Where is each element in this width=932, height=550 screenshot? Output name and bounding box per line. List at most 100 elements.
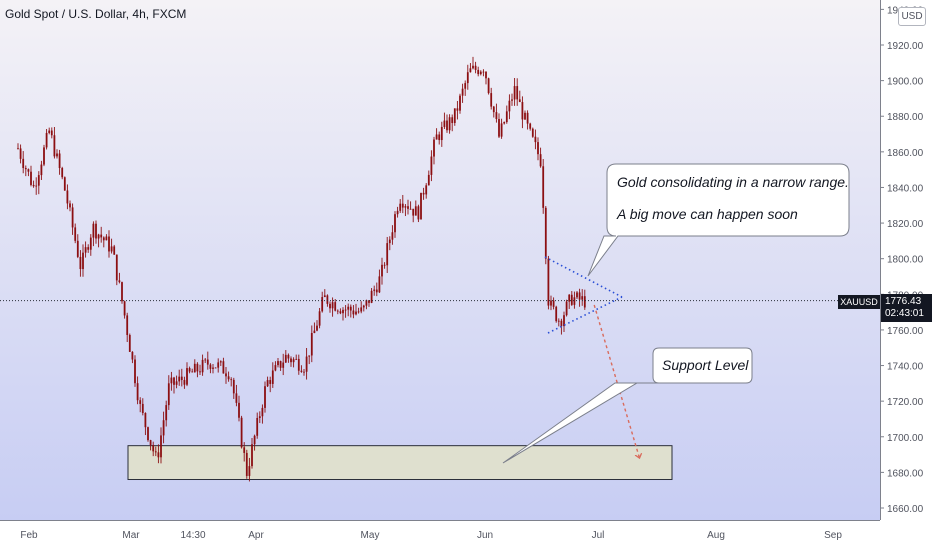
candle-body [576,292,578,298]
candle-body [355,311,357,315]
candle-body [225,373,227,377]
candle-body [310,333,313,356]
triangle-pattern[interactable] [544,256,623,334]
candle-body [388,239,391,244]
price-axis-ticks[interactable]: 1660.00 1680.00 1700.00 1720.00 1740.00 1760.… [880,5,924,515]
candle-body [583,296,586,308]
candle-body [74,227,77,241]
candle-body [342,309,344,314]
candle-body [375,289,378,293]
price-tick-label: 1740.00 [887,362,924,373]
candle-body [516,86,519,100]
candle-body [347,306,350,310]
consolidation-callout-bubble[interactable] [587,163,850,277]
candle-body [495,112,498,120]
candle-body [89,237,92,250]
candle-body [95,223,97,239]
candle-body [357,311,360,313]
candle-body [472,65,474,69]
candle-body [329,303,331,309]
price-tick-label: 1720.00 [887,397,924,408]
candle-body [139,400,142,404]
candle-body [407,206,409,209]
candle-body [526,112,529,124]
candle-body [131,351,134,360]
candle-body [399,203,402,211]
candle-body [469,68,472,73]
bar-countdown: 02:43:01 [885,308,924,319]
candle-body [435,134,438,140]
candle-body [404,206,407,208]
consolidation-callout[interactable] [587,163,850,277]
candle-body [128,334,131,352]
candle-body [58,153,61,169]
last-price-tag: 1776.43 02:43:01 [881,294,932,322]
candle-body [76,240,79,257]
time-axis-ticks[interactable]: Feb Mar 14:30 Apr May Jun Jul Aug Sep [20,530,842,541]
price-tick-label: 1800.00 [887,255,924,266]
candle-body [552,300,555,307]
candlestick-series [17,56,586,482]
candle-body [500,123,503,137]
candle-body [456,108,459,111]
candle-body [27,169,30,172]
forecast-arrow[interactable] [593,304,639,458]
triangle-upper-trendline[interactable] [544,256,623,298]
consolidation-text-line1: Gold consolidating in a narrow range. [617,174,849,190]
candle-body [295,358,298,360]
candle-body [492,106,495,113]
candle-body [461,88,464,96]
candle-body [108,236,110,252]
candle-body [256,417,259,436]
candle-body [534,136,537,143]
candle-body [539,154,542,167]
time-axis-panel [0,520,932,550]
time-tick-label: Apr [248,530,264,541]
candle-body [271,370,274,384]
candle-body [183,379,186,385]
candle-body [121,282,123,302]
candle-body [217,362,220,368]
candle-body [503,122,506,124]
candle-body [279,361,282,368]
currency-badge[interactable]: USD [898,7,926,26]
candle-body [232,379,235,394]
support-callout[interactable] [502,347,753,464]
candle-body [531,128,534,137]
candle-body [443,120,446,127]
candle-body [352,310,355,315]
candle-body [66,190,69,204]
price-tick-label: 1660.00 [887,504,924,515]
candle-body [219,361,222,363]
candle-body [459,95,461,111]
support-zone-rectangle[interactable] [127,445,673,481]
candle-body [53,135,56,157]
candle-body [173,377,175,385]
candle-body [477,69,480,75]
candle-body [396,210,399,215]
candle-body [578,292,581,300]
candle-body [175,381,178,385]
candle-body [323,295,326,298]
time-tick-label: Aug [707,530,725,541]
candle-body [368,300,370,303]
candle-body [100,234,103,238]
price-tick-label: 1680.00 [887,468,924,479]
candle-body [69,203,71,208]
candle-body [430,156,433,175]
time-tick-label: Jun [477,530,493,541]
candle-body [92,223,95,238]
candle-body [115,254,118,281]
candle-body [264,386,266,408]
triangle-lower-trendline[interactable] [547,296,623,334]
candle-body [222,361,225,374]
candle-body [422,192,425,195]
candle-body [50,130,53,136]
candle-body [191,371,194,373]
support-callout-bubble[interactable] [502,347,753,464]
candle-body [529,123,532,129]
candle-body [412,208,415,216]
candle-body [344,309,347,311]
time-tick-label: Feb [20,530,38,541]
